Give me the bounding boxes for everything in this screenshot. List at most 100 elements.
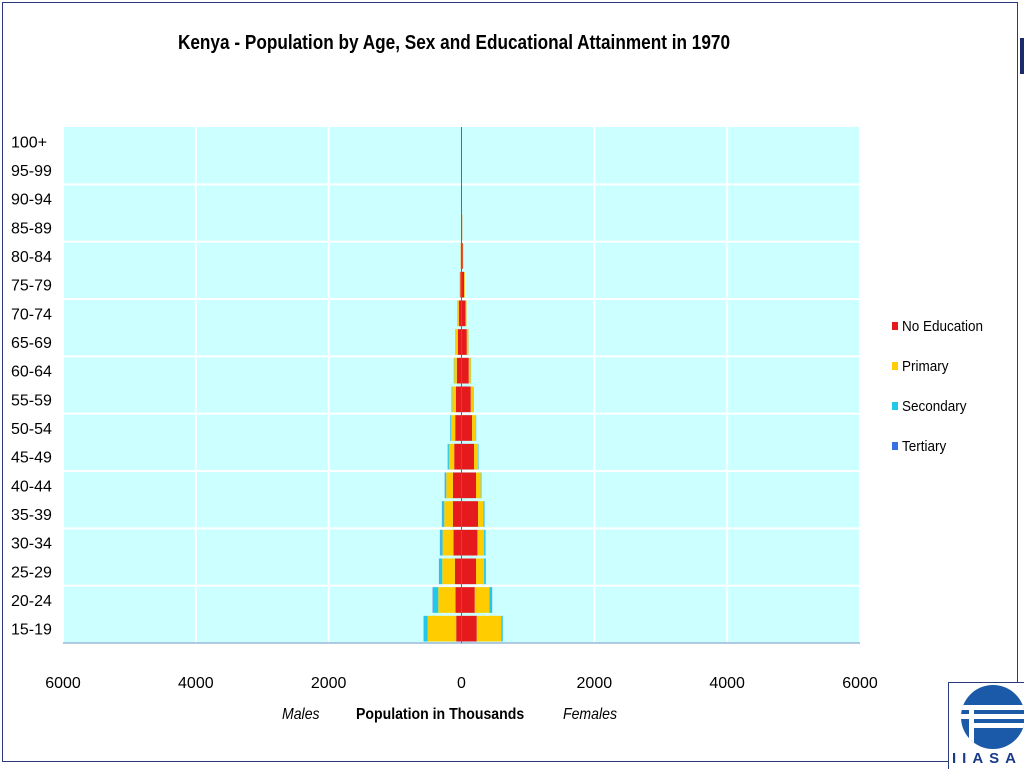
bar-female-35-39-s0: [462, 501, 479, 527]
bar-male-55-59-s2: [452, 387, 453, 413]
bar-female-70-74-s1: [465, 301, 466, 327]
y-tick-label: 35-39: [11, 507, 52, 524]
y-tick-label: 15-19: [11, 622, 52, 639]
legend-item: Secondary: [892, 386, 992, 426]
bar-male-30-34-s0: [454, 530, 462, 556]
bar-female-65-69-s1: [467, 329, 469, 355]
y-tick-label: 90-94: [11, 192, 52, 209]
bar-male-30-34-s2: [440, 530, 442, 556]
bar-female-35-39-s1: [478, 501, 483, 527]
bar-male-25-29-s1: [442, 559, 455, 585]
legend-item: Primary: [892, 346, 992, 386]
legend-swatch: [892, 322, 898, 330]
bar-female-40-44-s2: [481, 473, 482, 499]
x-tick-label: 2000: [311, 675, 347, 692]
bar-female-40-44-s1: [476, 473, 481, 499]
bar-female-40-44-s0: [462, 473, 477, 499]
bar-female-35-39-s2: [483, 501, 484, 527]
bar-male-50-54-s1: [451, 415, 455, 441]
bar-male-35-39-s2: [442, 501, 444, 527]
y-tick-label: 60-64: [11, 364, 52, 381]
bar-female-45-49-s1: [474, 444, 478, 470]
bar-female-15-19-s2: [501, 616, 502, 642]
bar-male-45-49-s1: [449, 444, 454, 470]
bar-female-50-54-s0: [462, 415, 473, 441]
bar-male-50-54-s0: [455, 415, 461, 441]
y-tick-label: 45-49: [11, 450, 52, 467]
legend-label: Secondary: [902, 398, 967, 415]
y-tick-label: 25-29: [11, 564, 52, 581]
x-tick-label: 6000: [45, 675, 81, 692]
bar-male-35-39-s1: [444, 501, 453, 527]
x-tick-label: 2000: [577, 675, 613, 692]
bar-female-45-49-s0: [462, 444, 475, 470]
legend-swatch: [892, 362, 898, 370]
bar-male-20-24-s0: [456, 587, 462, 613]
chart-legend: No Education Primary Secondary Tertiary: [892, 306, 992, 466]
bar-male-40-44-s1: [446, 473, 453, 499]
y-tick-label: 65-69: [11, 335, 52, 352]
legend-swatch: [892, 442, 898, 450]
iiasa-logo: IIASA: [948, 682, 1024, 769]
bar-male-20-24-s2: [433, 587, 438, 613]
bar-female-20-24-s0: [462, 587, 475, 613]
bar-male-65-69-s1: [456, 329, 458, 355]
bar-male-25-29-s2: [439, 559, 442, 585]
bar-female-25-29-s1: [476, 559, 484, 585]
logo-text: IIASA: [949, 750, 1024, 767]
bar-female-15-19-s1: [477, 616, 502, 642]
bar-male-60-64-s1: [454, 358, 457, 384]
bar-female-60-64-s1: [469, 358, 471, 384]
y-tick-label: 85-89: [11, 220, 52, 237]
bar-female-50-54-s1: [472, 415, 476, 441]
bar-male-50-54-s2: [450, 415, 451, 441]
bar-female-30-34-s1: [477, 530, 484, 556]
bar-female-20-24-s1: [475, 587, 490, 613]
y-tick-label: 70-74: [11, 306, 52, 323]
legend-label: Tertiary: [902, 438, 946, 455]
x-tick-label: 4000: [178, 675, 214, 692]
bar-male-75-79-s1: [460, 272, 461, 298]
bar-male-15-19-s0: [456, 616, 461, 642]
bar-female-70-74-s0: [462, 301, 466, 327]
females-label: Females: [563, 706, 617, 724]
bar-male-25-29-s0: [455, 559, 462, 585]
legend-label: No Education: [902, 318, 983, 335]
bar-male-45-49-s2: [448, 444, 449, 470]
bar-male-55-59-s1: [452, 387, 456, 413]
bar-male-40-44-s0: [453, 473, 462, 499]
males-label: Males: [282, 706, 320, 724]
bar-female-30-34-s2: [484, 530, 485, 556]
bar-female-25-29-s0: [462, 559, 477, 585]
bar-male-15-19-s1: [428, 616, 457, 642]
y-tick-label: 50-54: [11, 421, 52, 438]
legend-item: No Education: [892, 306, 992, 346]
bar-male-40-44-s2: [445, 473, 446, 499]
bar-male-15-19-s2: [424, 616, 428, 642]
bar-female-75-79-s1: [464, 272, 465, 298]
x-axis-label: Population in Thousands: [356, 706, 524, 724]
legend-label: Primary: [902, 358, 949, 375]
bar-male-65-69-s0: [458, 329, 462, 355]
bar-male-35-39-s0: [453, 501, 462, 527]
bar-female-65-69-s0: [462, 329, 467, 355]
y-tick-label: 20-24: [11, 593, 52, 610]
bar-male-70-74-s1: [458, 301, 459, 327]
legend-swatch: [892, 402, 898, 410]
y-tick-label: 30-34: [11, 536, 52, 553]
y-tick-label: 40-44: [11, 478, 52, 495]
bar-female-15-19-s0: [462, 616, 477, 642]
bar-female-60-64-s0: [462, 358, 469, 384]
globe-icon: [949, 683, 1024, 753]
bar-female-55-59-s1: [471, 387, 474, 413]
bar-male-20-24-s1: [438, 587, 455, 613]
legend-item: Tertiary: [892, 426, 992, 466]
y-tick-label: 75-79: [11, 278, 52, 295]
y-tick-label: 100+: [11, 134, 47, 151]
bar-male-30-34-s1: [443, 530, 454, 556]
bar-male-60-64-s0: [457, 358, 462, 384]
bar-female-55-59-s0: [462, 387, 471, 413]
bar-female-30-34-s0: [462, 530, 478, 556]
bar-female-20-24-s2: [489, 587, 492, 613]
